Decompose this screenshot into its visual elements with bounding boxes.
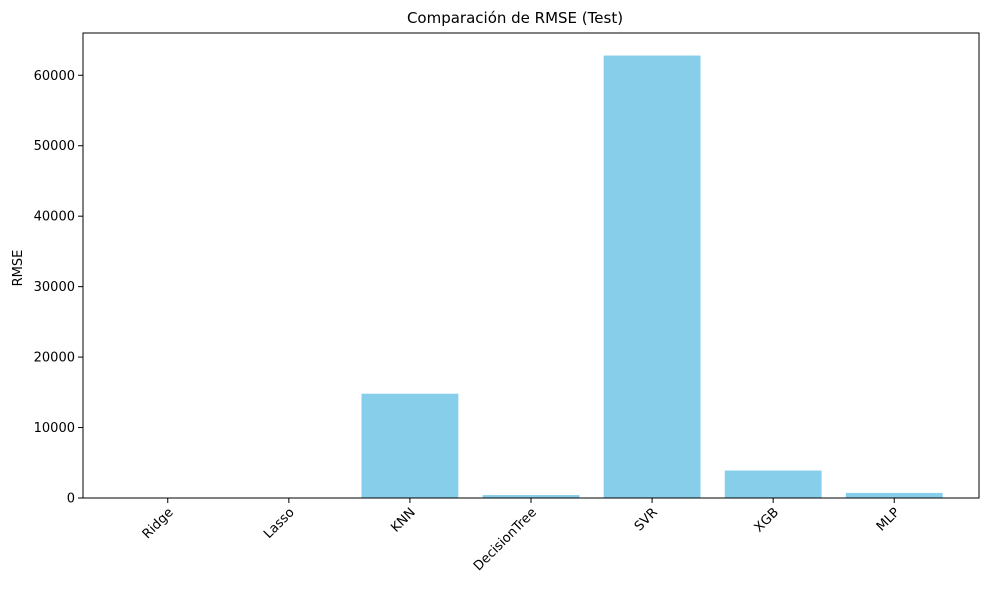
x-tick-label-svr: SVR bbox=[632, 505, 661, 534]
bar-xgb bbox=[724, 470, 822, 498]
bar-svr bbox=[603, 55, 701, 498]
x-tick-label-lasso: Lasso bbox=[261, 505, 298, 542]
y-tick-label: 60000 bbox=[34, 69, 75, 84]
x-tick-label-xgb: XGB bbox=[752, 505, 782, 535]
x-tick-label-decisiontree: DecisionTree bbox=[471, 505, 540, 574]
chart-title: Comparación de RMSE (Test) bbox=[407, 9, 623, 27]
y-axis-ticks: 0 10000 20000 30000 40000 50000 60000 bbox=[34, 69, 83, 507]
x-tick-label-ridge: Ridge bbox=[140, 505, 177, 542]
x-tick-label-knn: KNN bbox=[388, 505, 418, 535]
y-tick-label: 10000 bbox=[34, 421, 75, 436]
x-tick-label-mlp: MLP bbox=[874, 505, 903, 534]
bar-decisiontree bbox=[482, 495, 580, 498]
bar-knn bbox=[361, 393, 459, 498]
y-tick-label: 50000 bbox=[34, 139, 75, 154]
y-axis-label: RMSE bbox=[11, 250, 26, 287]
bars-group bbox=[119, 55, 943, 498]
plot-frame bbox=[82, 32, 980, 499]
x-axis-ticks: Ridge Lasso KNN DecisionTree SVR XGB MLP bbox=[140, 498, 903, 574]
y-tick-label: 20000 bbox=[34, 351, 75, 366]
bar-mlp bbox=[845, 492, 943, 498]
y-tick-label: 30000 bbox=[34, 280, 75, 295]
y-tick-label: 0 bbox=[67, 492, 75, 507]
y-tick-label: 40000 bbox=[34, 210, 75, 225]
